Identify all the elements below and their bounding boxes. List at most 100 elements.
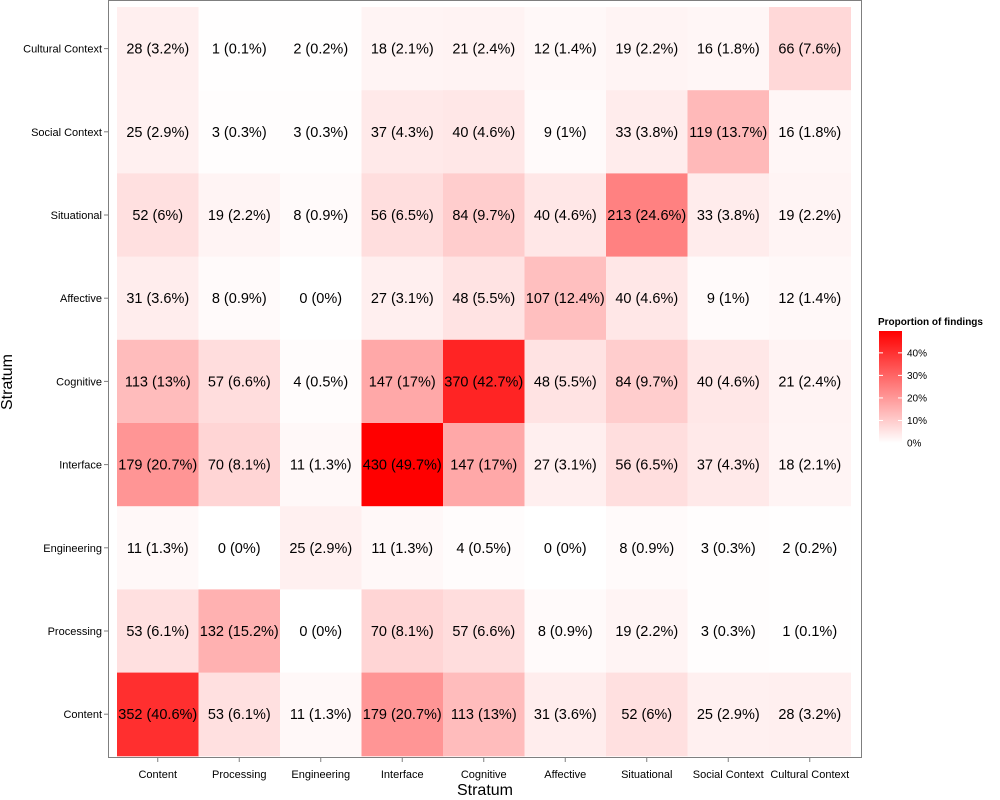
heatmap-cell-affective-engineering: [280, 256, 362, 341]
cell-label-social-context-interface: 37 (4.3%): [371, 125, 434, 141]
heatmap-cell-situational-processing: [198, 173, 281, 258]
cell-label-engineering-interface: 11 (1.3%): [371, 541, 433, 557]
x-tick-label-situational: Situational: [621, 769, 672, 781]
cell-label-social-context-social-context: 119 (13.7%): [689, 125, 767, 141]
heatmap-cell-situational-cognitive: [443, 173, 525, 258]
x-tick-label-interface: Interface: [381, 769, 424, 781]
y-tick-label-situational: Situational: [51, 210, 102, 222]
panel-border: [108, 0, 862, 758]
cell-label-cultural-context-interface: 18 (2.1%): [371, 42, 434, 58]
heatmap-cell-social-context-social-context: [687, 90, 770, 174]
cell-label-content-interface: 179 (20.7%): [363, 707, 442, 723]
cell-label-interface-situational: 56 (6.5%): [615, 458, 678, 474]
heatmap-cell-cognitive-engineering: [280, 339, 362, 424]
cell-label-situational-interface: 56 (6.5%): [371, 208, 434, 224]
y-tick-label-engineering: Engineering: [43, 543, 102, 555]
heatmap-cell-content-engineering: [280, 672, 362, 757]
cell-label-interface-affective: 27 (3.1%): [534, 458, 597, 474]
cell-label-cognitive-processing: 57 (6.6%): [208, 374, 271, 390]
cell-label-content-cognitive: 113 (13%): [451, 707, 517, 723]
cell-label-cultural-context-social-context: 16 (1.8%): [697, 42, 760, 58]
heatmap-cell-affective-affective: [524, 256, 607, 341]
heatmap-cell-content-cultural-context: [769, 672, 851, 757]
cell-label-social-context-cognitive: 40 (4.6%): [452, 125, 515, 141]
cell-label-engineering-engineering: 25 (2.9%): [289, 541, 352, 557]
legend-label-40: 40%: [907, 348, 927, 359]
cell-label-processing-social-context: 3 (0.3%): [701, 624, 756, 640]
cell-label-processing-interface: 70 (8.1%): [371, 624, 434, 640]
cell-label-affective-situational: 40 (4.6%): [615, 291, 678, 307]
cell-label-engineering-cultural-context: 2 (0.2%): [782, 541, 837, 557]
cell-label-processing-content: 53 (6.1%): [126, 624, 189, 640]
heatmap-cell-engineering-content: [117, 506, 199, 590]
cell-label-content-cultural-context: 28 (3.2%): [778, 707, 841, 723]
heatmap-cell-situational-situational: [606, 173, 688, 258]
legend-ticks: 40% 30% 20% 10% 0%: [879, 348, 927, 450]
heatmap-cell-situational-social-context: [687, 173, 770, 258]
x-tick-label-engineering: Engineering: [291, 769, 350, 781]
heatmap-cell-cognitive-situational: [606, 339, 688, 424]
heatmap-cell-processing-processing: [198, 589, 281, 674]
heatmap-cell-interface-situational: [606, 423, 688, 507]
cell-label-engineering-content: 11 (1.3%): [127, 541, 189, 557]
heatmap-cell-affective-cultural-context: [769, 256, 851, 341]
cell-label-cultural-context-cognitive: 21 (2.4%): [452, 42, 515, 58]
heatmap-cell-processing-cognitive: [443, 589, 525, 674]
y-axis-title: Stratum: [0, 354, 16, 410]
y-tick-label-cultural-context: Cultural Context: [23, 44, 102, 56]
heatmap-cell-interface-cognitive: [443, 423, 525, 507]
heatmap-cell-situational-engineering: [280, 173, 362, 258]
heatmap-cell-affective-social-context: [687, 256, 770, 341]
cell-label-interface-engineering: 11 (1.3%): [290, 458, 352, 474]
x-tick-label-affective: Affective: [544, 769, 586, 781]
heatmap-cell-engineering-cognitive: [443, 506, 525, 590]
cell-label-affective-content: 31 (3.6%): [126, 291, 189, 307]
cell-label-affective-engineering: 0 (0%): [299, 291, 342, 307]
heatmap-cell-social-context-situational: [606, 90, 688, 174]
legend-colorbar: [879, 331, 902, 443]
cell-label-interface-cognitive: 147 (17%): [450, 458, 517, 474]
heatmap-cell-situational-content: [117, 173, 199, 258]
legend-label-30: 30%: [907, 371, 927, 382]
heatmap-cell-cognitive-interface: [361, 339, 444, 424]
heatmap-cell-engineering-processing: [198, 506, 281, 590]
y-axis: Cultural Context Social Context Situationa…: [23, 44, 109, 721]
cell-label-engineering-affective: 0 (0%): [544, 541, 587, 557]
x-tick-label-content: Content: [138, 769, 177, 781]
heatmap-cell-content-cognitive: [443, 672, 525, 757]
legend-label-20: 20%: [907, 393, 927, 404]
cell-label-situational-engineering: 8 (0.9%): [293, 208, 348, 224]
heatmap-cell-engineering-social-context: [687, 506, 770, 590]
cell-label-affective-cultural-context: 12 (1.4%): [778, 291, 841, 307]
cell-label-interface-interface: 430 (49.7%): [363, 458, 442, 474]
heatmap-cell-cultural-context-content: [117, 7, 199, 91]
cell-label-cognitive-social-context: 40 (4.6%): [697, 374, 760, 390]
cell-label-social-context-engineering: 3 (0.3%): [293, 125, 348, 141]
cell-label-affective-processing: 8 (0.9%): [212, 291, 267, 307]
heatmap-cell-engineering-interface: [361, 506, 444, 590]
cell-label-processing-engineering: 0 (0%): [299, 624, 342, 640]
cell-label-content-situational: 52 (6%): [621, 707, 672, 723]
cell-label-situational-cognitive: 84 (9.7%): [452, 208, 515, 224]
heatmap-cell-interface-content: [117, 423, 199, 507]
cell-label-processing-affective: 8 (0.9%): [538, 624, 593, 640]
x-axis: Content Processing Engineering Interface Cog…: [138, 757, 849, 781]
heatmap-cell-social-context-affective: [524, 90, 607, 174]
cell-label-cognitive-content: 113 (13%): [125, 374, 191, 390]
cell-label-content-engineering: 11 (1.3%): [290, 707, 352, 723]
cell-label-social-context-affective: 9 (1%): [544, 125, 587, 141]
heatmap-cell-social-context-cognitive: [443, 90, 525, 174]
cell-label-processing-processing: 132 (15.2%): [200, 624, 279, 640]
heatmap-cell-cultural-context-processing: [198, 7, 281, 91]
x-axis-title: Stratum: [457, 782, 513, 799]
heatmap-cell-labels: 28 (3.2%) 1 (0.1%) 2 (0.2%) 18 (2.1%) 21 (2.…: [118, 42, 841, 724]
heatmap-cell-interface-affective: [524, 423, 607, 507]
heatmap-cell-cultural-context-situational: [606, 7, 688, 91]
heatmap-cell-social-context-cultural-context: [769, 90, 851, 174]
heatmap-cell-engineering-situational: [606, 506, 688, 590]
heatmap-cell-interface-interface: [361, 423, 444, 507]
cell-label-cultural-context-cultural-context: 66 (7.6%): [778, 42, 841, 58]
heatmap-cell-content-social-context: [687, 672, 770, 757]
heatmap-cell-situational-interface: [361, 173, 444, 258]
